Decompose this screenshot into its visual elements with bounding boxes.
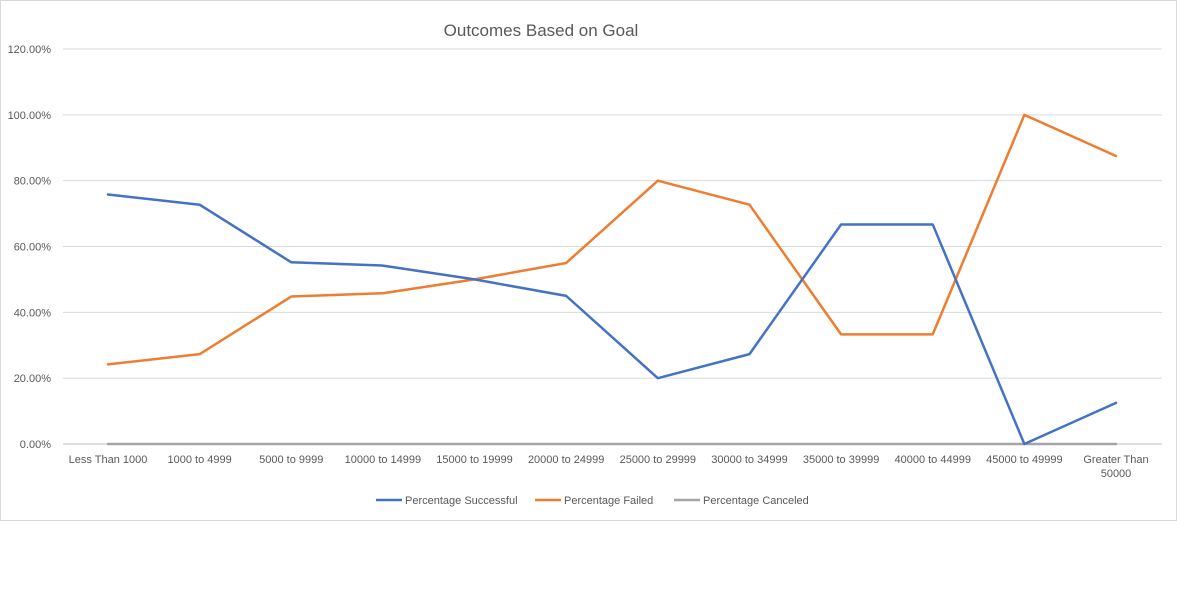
legend-label: Percentage Canceled xyxy=(703,495,809,507)
gridlines xyxy=(63,48,1162,445)
y-tick-label: 40.00% xyxy=(14,307,52,319)
x-tick-label: 15000 to 19999 xyxy=(436,454,512,466)
x-tick-label: 45000 to 49999 xyxy=(986,454,1062,466)
y-axis-ticks: 0.00% 20.00% 40.00% 60.00% 80.00% 100.00% 120.… xyxy=(8,44,52,451)
y-tick-label: 20.00% xyxy=(14,373,52,385)
x-tick-label: 20000 to 24999 xyxy=(528,454,604,466)
x-tick-label: Less Than 1000 xyxy=(69,454,148,466)
series-lines xyxy=(106,113,1118,446)
x-tick-label: 10000 to 14999 xyxy=(345,454,421,466)
chart-area xyxy=(0,0,1177,521)
y-tick-label: 100.00% xyxy=(8,110,52,122)
legend: Percentage Successful Percentage Failed Pe… xyxy=(376,495,809,507)
y-tick-label: 120.00% xyxy=(8,44,52,56)
x-tick-label: 40000 to 44999 xyxy=(894,454,970,466)
x-tick-label-line: 50000 xyxy=(1101,468,1132,480)
x-axis-ticks: Less Than 1000 1000 to 4999 5000 to 9999 10… xyxy=(69,454,1149,480)
legend-label: Percentage Successful xyxy=(405,495,518,507)
x-tick-label: 1000 to 4999 xyxy=(168,454,232,466)
x-tick-label: 30000 to 34999 xyxy=(711,454,787,466)
x-tick-label: 5000 to 9999 xyxy=(259,454,323,466)
x-tick-label: 35000 to 39999 xyxy=(803,454,879,466)
y-tick-label: 0.00% xyxy=(20,439,51,451)
chart-title: Outcomes Based on Goal xyxy=(444,21,639,40)
x-tick-label: Greater Than 50000 xyxy=(1083,454,1148,480)
y-tick-label: 80.00% xyxy=(14,176,52,188)
y-tick-label: 60.00% xyxy=(14,242,52,254)
x-tick-label: 25000 to 29999 xyxy=(620,454,696,466)
series-line xyxy=(106,193,1118,446)
legend-label: Percentage Failed xyxy=(564,495,653,507)
series-line xyxy=(106,113,1118,366)
x-tick-label-line: Greater Than xyxy=(1083,454,1148,466)
